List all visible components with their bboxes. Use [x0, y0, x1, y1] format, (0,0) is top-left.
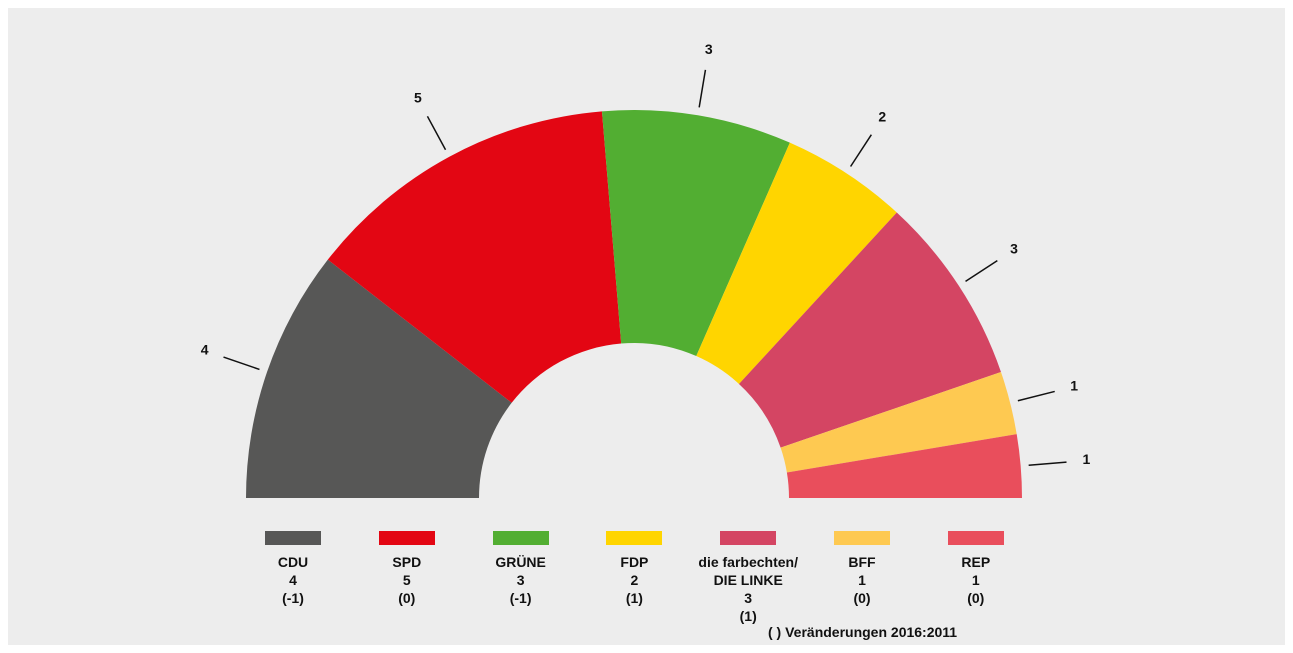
value-label: 5	[414, 89, 422, 105]
slice	[601, 110, 790, 357]
legend-name: GRÜNE	[495, 554, 546, 570]
legend-entry: CDU 4 (-1)	[233, 553, 353, 607]
legend-swatch	[378, 531, 435, 545]
slice	[696, 142, 897, 384]
slice	[327, 111, 622, 403]
legend-name: BFF	[848, 554, 876, 570]
slice	[246, 259, 512, 498]
value-label: 2	[878, 109, 886, 125]
legend-change: (0)	[853, 590, 871, 606]
legend-value: 2	[630, 572, 639, 588]
value-label: 4	[201, 341, 209, 357]
legend-value: 4	[289, 572, 297, 588]
slice	[738, 212, 1001, 448]
value-label: 1	[1083, 451, 1091, 467]
legend-name: REP	[961, 554, 991, 570]
leader-line	[965, 259, 998, 283]
leader-line	[698, 69, 707, 108]
legend-change: (-1)	[282, 590, 304, 606]
legend-change: (1)	[625, 590, 643, 606]
legend-entry: die farbechten/ DIE LINKE 3 (1)	[688, 553, 808, 625]
leader-line	[1028, 461, 1067, 467]
leader-line	[1017, 390, 1055, 402]
value-label: 3	[1010, 240, 1018, 256]
legend-swatch	[834, 531, 890, 545]
legend-name: die farbechten/ DIE LINKE	[698, 554, 798, 588]
legend-name: CDU	[277, 554, 309, 570]
legend-entry: SPD 5 (0)	[347, 553, 467, 607]
legend-name: SPD	[392, 554, 422, 570]
legend-name: FDP	[620, 554, 649, 570]
legend-swatch	[492, 531, 549, 545]
leader-line	[223, 356, 260, 371]
legend-swatch	[265, 531, 321, 545]
legend-entry: BFF 1 (0)	[802, 553, 922, 607]
legend-entry: GRÜNE 3 (-1)	[461, 553, 581, 607]
legend-swatch	[947, 531, 1004, 545]
legend-value: 1	[858, 572, 866, 588]
note: ( ) Veränderungen 2016:2011	[768, 624, 958, 640]
legend-swatch	[720, 531, 777, 545]
leader-line	[849, 134, 873, 167]
legend-entry: FDP 2 (1)	[574, 553, 694, 607]
legend-change: (1)	[739, 608, 757, 624]
legend-value: 3	[744, 590, 753, 606]
legend-change: (0)	[967, 590, 985, 606]
legend-change: (0)	[398, 590, 416, 606]
legend-entry: REP 1 (0)	[916, 553, 1036, 607]
value-label: 3	[705, 41, 713, 57]
legend-swatch	[606, 531, 663, 545]
leader-line	[426, 115, 447, 151]
slice	[786, 434, 1022, 498]
value-label: 1	[1070, 377, 1078, 393]
legend-value: 3	[516, 572, 525, 588]
legend-value: 5	[402, 572, 411, 588]
slice	[780, 372, 1017, 473]
legend-value: 1	[971, 572, 980, 588]
legend-change: (-1)	[509, 590, 532, 606]
